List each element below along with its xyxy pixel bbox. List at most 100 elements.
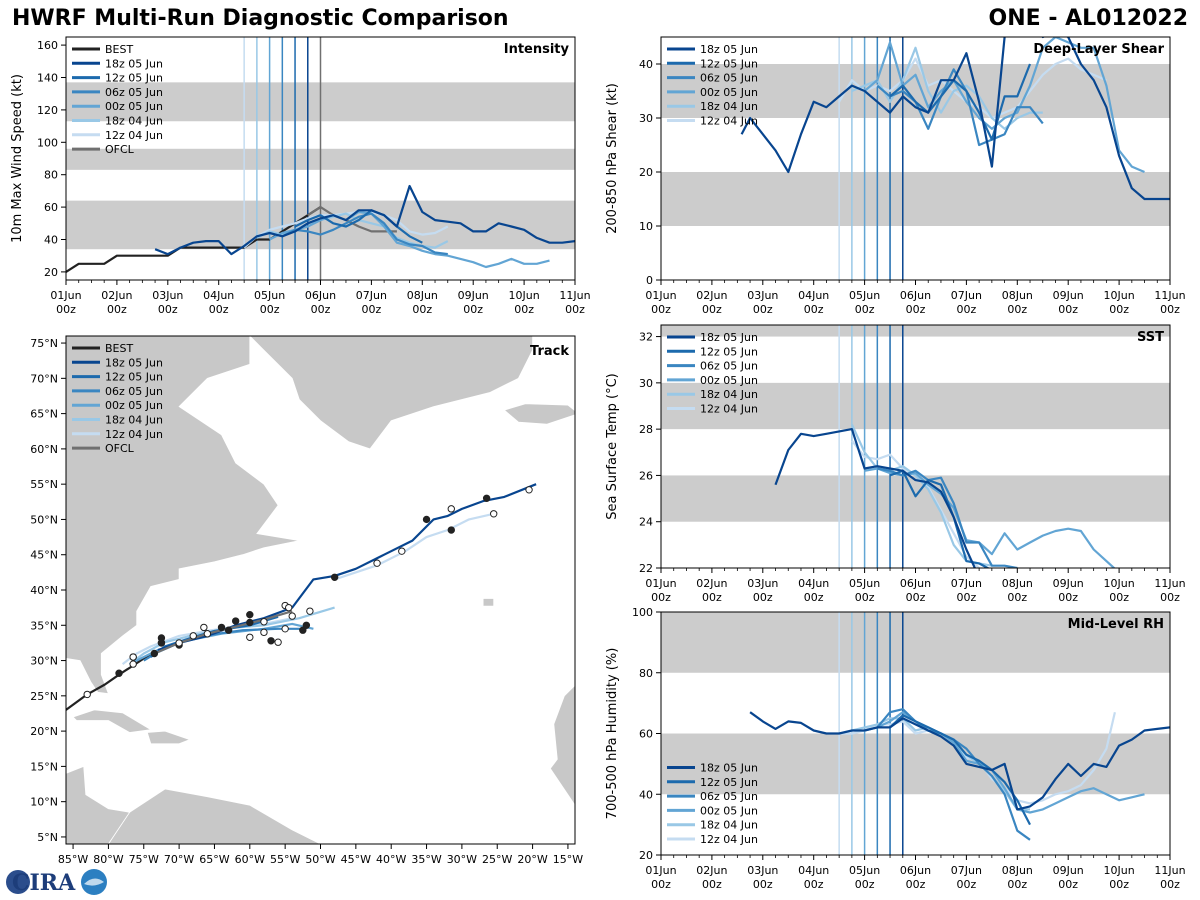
sst-panel: 01Jun00z02Jun00z03Jun00z04Jun00z05Jun00z… [605, 324, 1186, 604]
shear-xtick-label: 01Jun [645, 289, 676, 302]
sst-xtick-label: 00z [957, 591, 977, 604]
rh-plot-content [661, 612, 1170, 855]
track-position-marker [231, 617, 240, 625]
shear-series-06z-05-jun [876, 68, 1044, 147]
track-ytick-label: 5°N [37, 831, 58, 844]
land-south-america [66, 788, 321, 844]
sst-legend-label-06z-05-jun: 06z 05 Jun [700, 360, 758, 373]
rh-legend-label-12z-04-jun: 12z 04 Jun [700, 833, 758, 846]
track-ytick-label: 10°N [30, 796, 58, 809]
track-xtick-label: 55°W [270, 853, 300, 866]
intensity-xtick-label: 00z [158, 303, 178, 316]
shear-xtick-label: 08Jun [1002, 289, 1033, 302]
sst-xtick-label: 03Jun [747, 577, 778, 590]
intensity-xtick-label: 00z [209, 303, 229, 316]
intensity-series-18z-05-jun [154, 184, 575, 256]
land-north-america [66, 336, 300, 695]
shear-xtick-label: 00z [651, 303, 671, 316]
intensity-xtick-label: 00z [107, 303, 127, 316]
track-position-marker [150, 649, 159, 658]
track-position-marker [373, 559, 381, 567]
sst-band-0 [661, 475, 1170, 522]
track-title: Track [530, 344, 569, 359]
sst-ytick-label: 32 [639, 331, 653, 344]
sst-xtick-label: 00z [855, 591, 875, 604]
land-hispaniola [146, 730, 191, 745]
track-ytick-label: 75°N [30, 337, 58, 350]
track-position-marker [129, 653, 137, 661]
shear-xtick-label: 00z [804, 303, 824, 316]
intensity-series-00z-05-jun [269, 210, 550, 269]
rh-title: Mid-Level RH [1068, 617, 1164, 632]
intensity-legend-label-12z-04-jun: 12z 04 Jun [105, 129, 163, 142]
shear-ytick-label: 0 [646, 274, 653, 287]
sst-xtick-label: 07Jun [951, 577, 982, 590]
track-ytick-label: 30°N [30, 655, 58, 668]
intensity-ytick-label: 160 [37, 39, 58, 52]
track-position-marker [490, 510, 498, 518]
track-map-content [66, 336, 575, 844]
rh-xtick-label: 08Jun [1002, 864, 1033, 877]
intensity-xtick-label: 00z [514, 303, 534, 316]
track-position-marker [525, 486, 533, 494]
sst-series-06z-05-jun [877, 467, 1018, 568]
shear-xtick-label: 10Jun [1104, 289, 1135, 302]
rh-xtick-label: 00z [702, 878, 722, 891]
intensity-xtick-label: 07Jun [356, 289, 387, 302]
sst-band-1 [661, 382, 1170, 430]
track-position-marker [246, 633, 254, 641]
sst-ylabel: Sea Surface Temp (°C) [605, 373, 620, 520]
shear-xtick-label: 00z [1109, 303, 1129, 316]
shear-xtick-label: 00z [1007, 303, 1027, 316]
track-panel: 85°W 80°W 75°W 70°W 65°W 60°W 55°W 50°W 45°W 40°W… [30, 335, 583, 866]
track-position-marker [267, 637, 275, 645]
sst-legend-label-00z-05-jun: 00z 05 Jun [700, 374, 758, 387]
cira-logo: CIRA [6, 869, 107, 896]
sst-xtick-label: 00z [1109, 591, 1129, 604]
sst-plot-content [661, 325, 1170, 568]
track-xtick-label: 65°W [199, 853, 229, 866]
track-position-marker [482, 494, 491, 502]
land-azores-shape [482, 598, 495, 607]
track-position-marker [157, 639, 166, 647]
land-iberia [574, 564, 575, 619]
track-position-marker [274, 638, 282, 646]
shear-series-12z-04-jun [838, 57, 1107, 120]
track-position-marker [288, 612, 296, 620]
track-xtick-label: 20°W [517, 853, 547, 866]
sst-xtick-label: 00z [651, 591, 671, 604]
intensity-xtick-label: 00z [463, 303, 483, 316]
sst-title: SST [1137, 330, 1164, 345]
shear-legend-label-12z-05-jun: 12z 05 Jun [700, 57, 758, 70]
track-ytick-label: 65°N [30, 408, 58, 421]
shear-xtick-label: 00z [855, 303, 875, 316]
track-xtick-label: 25°W [482, 853, 512, 866]
rh-xtick-label: 00z [1058, 878, 1078, 891]
intensity-series-12z-05-jun [294, 209, 423, 244]
sst-xtick-label: 00z [1058, 591, 1078, 604]
track-xtick-label: 70°W [164, 853, 194, 866]
rh-panel: 01Jun00z02Jun00z03Jun00z04Jun00z05Jun00z… [605, 606, 1186, 891]
track-xtick-label: 60°W [235, 853, 265, 866]
intensity-xtick-label: 09Jun [458, 289, 489, 302]
track-position-marker [129, 660, 137, 668]
intensity-legend-label-best: BEST [105, 43, 133, 56]
track-position-marker [422, 515, 431, 524]
track-legend-label-ofcl: OFCL [105, 442, 135, 455]
land-greenland [249, 336, 533, 450]
shear-xtick-label: 00z [906, 303, 926, 316]
sst-series-12z-05-jun [889, 469, 990, 568]
page-title-left: HWRF Multi-Run Diagnostic Comparison [12, 6, 509, 31]
shear-xtick-label: 00z [1160, 303, 1180, 316]
sst-xtick-label: 09Jun [1053, 577, 1084, 590]
track-position-marker [246, 610, 254, 619]
track-ytick-label: 40°N [30, 584, 58, 597]
sst-xtick-label: 04Jun [798, 577, 829, 590]
rh-xtick-label: 06Jun [900, 864, 931, 877]
track-position-marker [398, 547, 406, 555]
track-position-marker [260, 618, 268, 626]
sst-ytick-label: 24 [639, 516, 653, 529]
